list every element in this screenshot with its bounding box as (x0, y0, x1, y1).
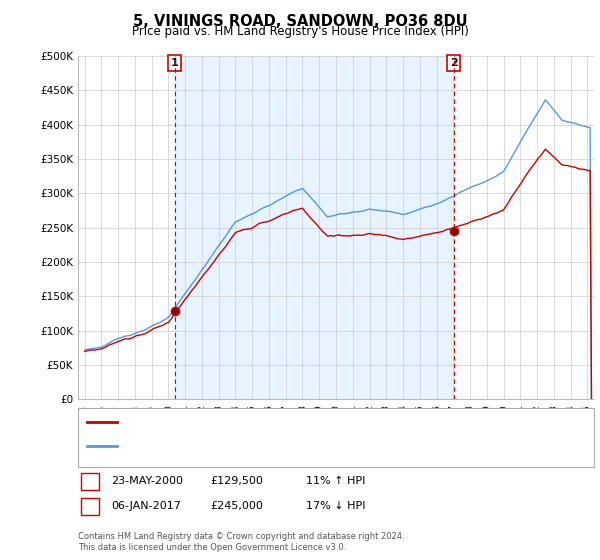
Text: £129,500: £129,500 (210, 475, 263, 486)
Text: Price paid vs. HM Land Registry's House Price Index (HPI): Price paid vs. HM Land Registry's House … (131, 25, 469, 38)
Text: 5, VININGS ROAD, SANDOWN, PO36 8DU: 5, VININGS ROAD, SANDOWN, PO36 8DU (133, 14, 467, 29)
Text: 11% ↑ HPI: 11% ↑ HPI (306, 475, 365, 486)
Text: 5, VININGS ROAD, SANDOWN, PO36 8DU (detached house): 5, VININGS ROAD, SANDOWN, PO36 8DU (deta… (123, 417, 431, 427)
Text: 1: 1 (171, 58, 179, 68)
Text: HPI: Average price, detached house, Isle of Wight: HPI: Average price, detached house, Isle… (123, 441, 381, 451)
Text: 06-JAN-2017: 06-JAN-2017 (111, 501, 181, 511)
Text: Contains HM Land Registry data © Crown copyright and database right 2024.
This d: Contains HM Land Registry data © Crown c… (78, 532, 404, 552)
Text: £245,000: £245,000 (210, 501, 263, 511)
Text: 2: 2 (450, 58, 457, 68)
Text: 1: 1 (86, 475, 94, 486)
Text: 23-MAY-2000: 23-MAY-2000 (111, 475, 183, 486)
Text: 2: 2 (86, 501, 94, 511)
Text: 17% ↓ HPI: 17% ↓ HPI (306, 501, 365, 511)
